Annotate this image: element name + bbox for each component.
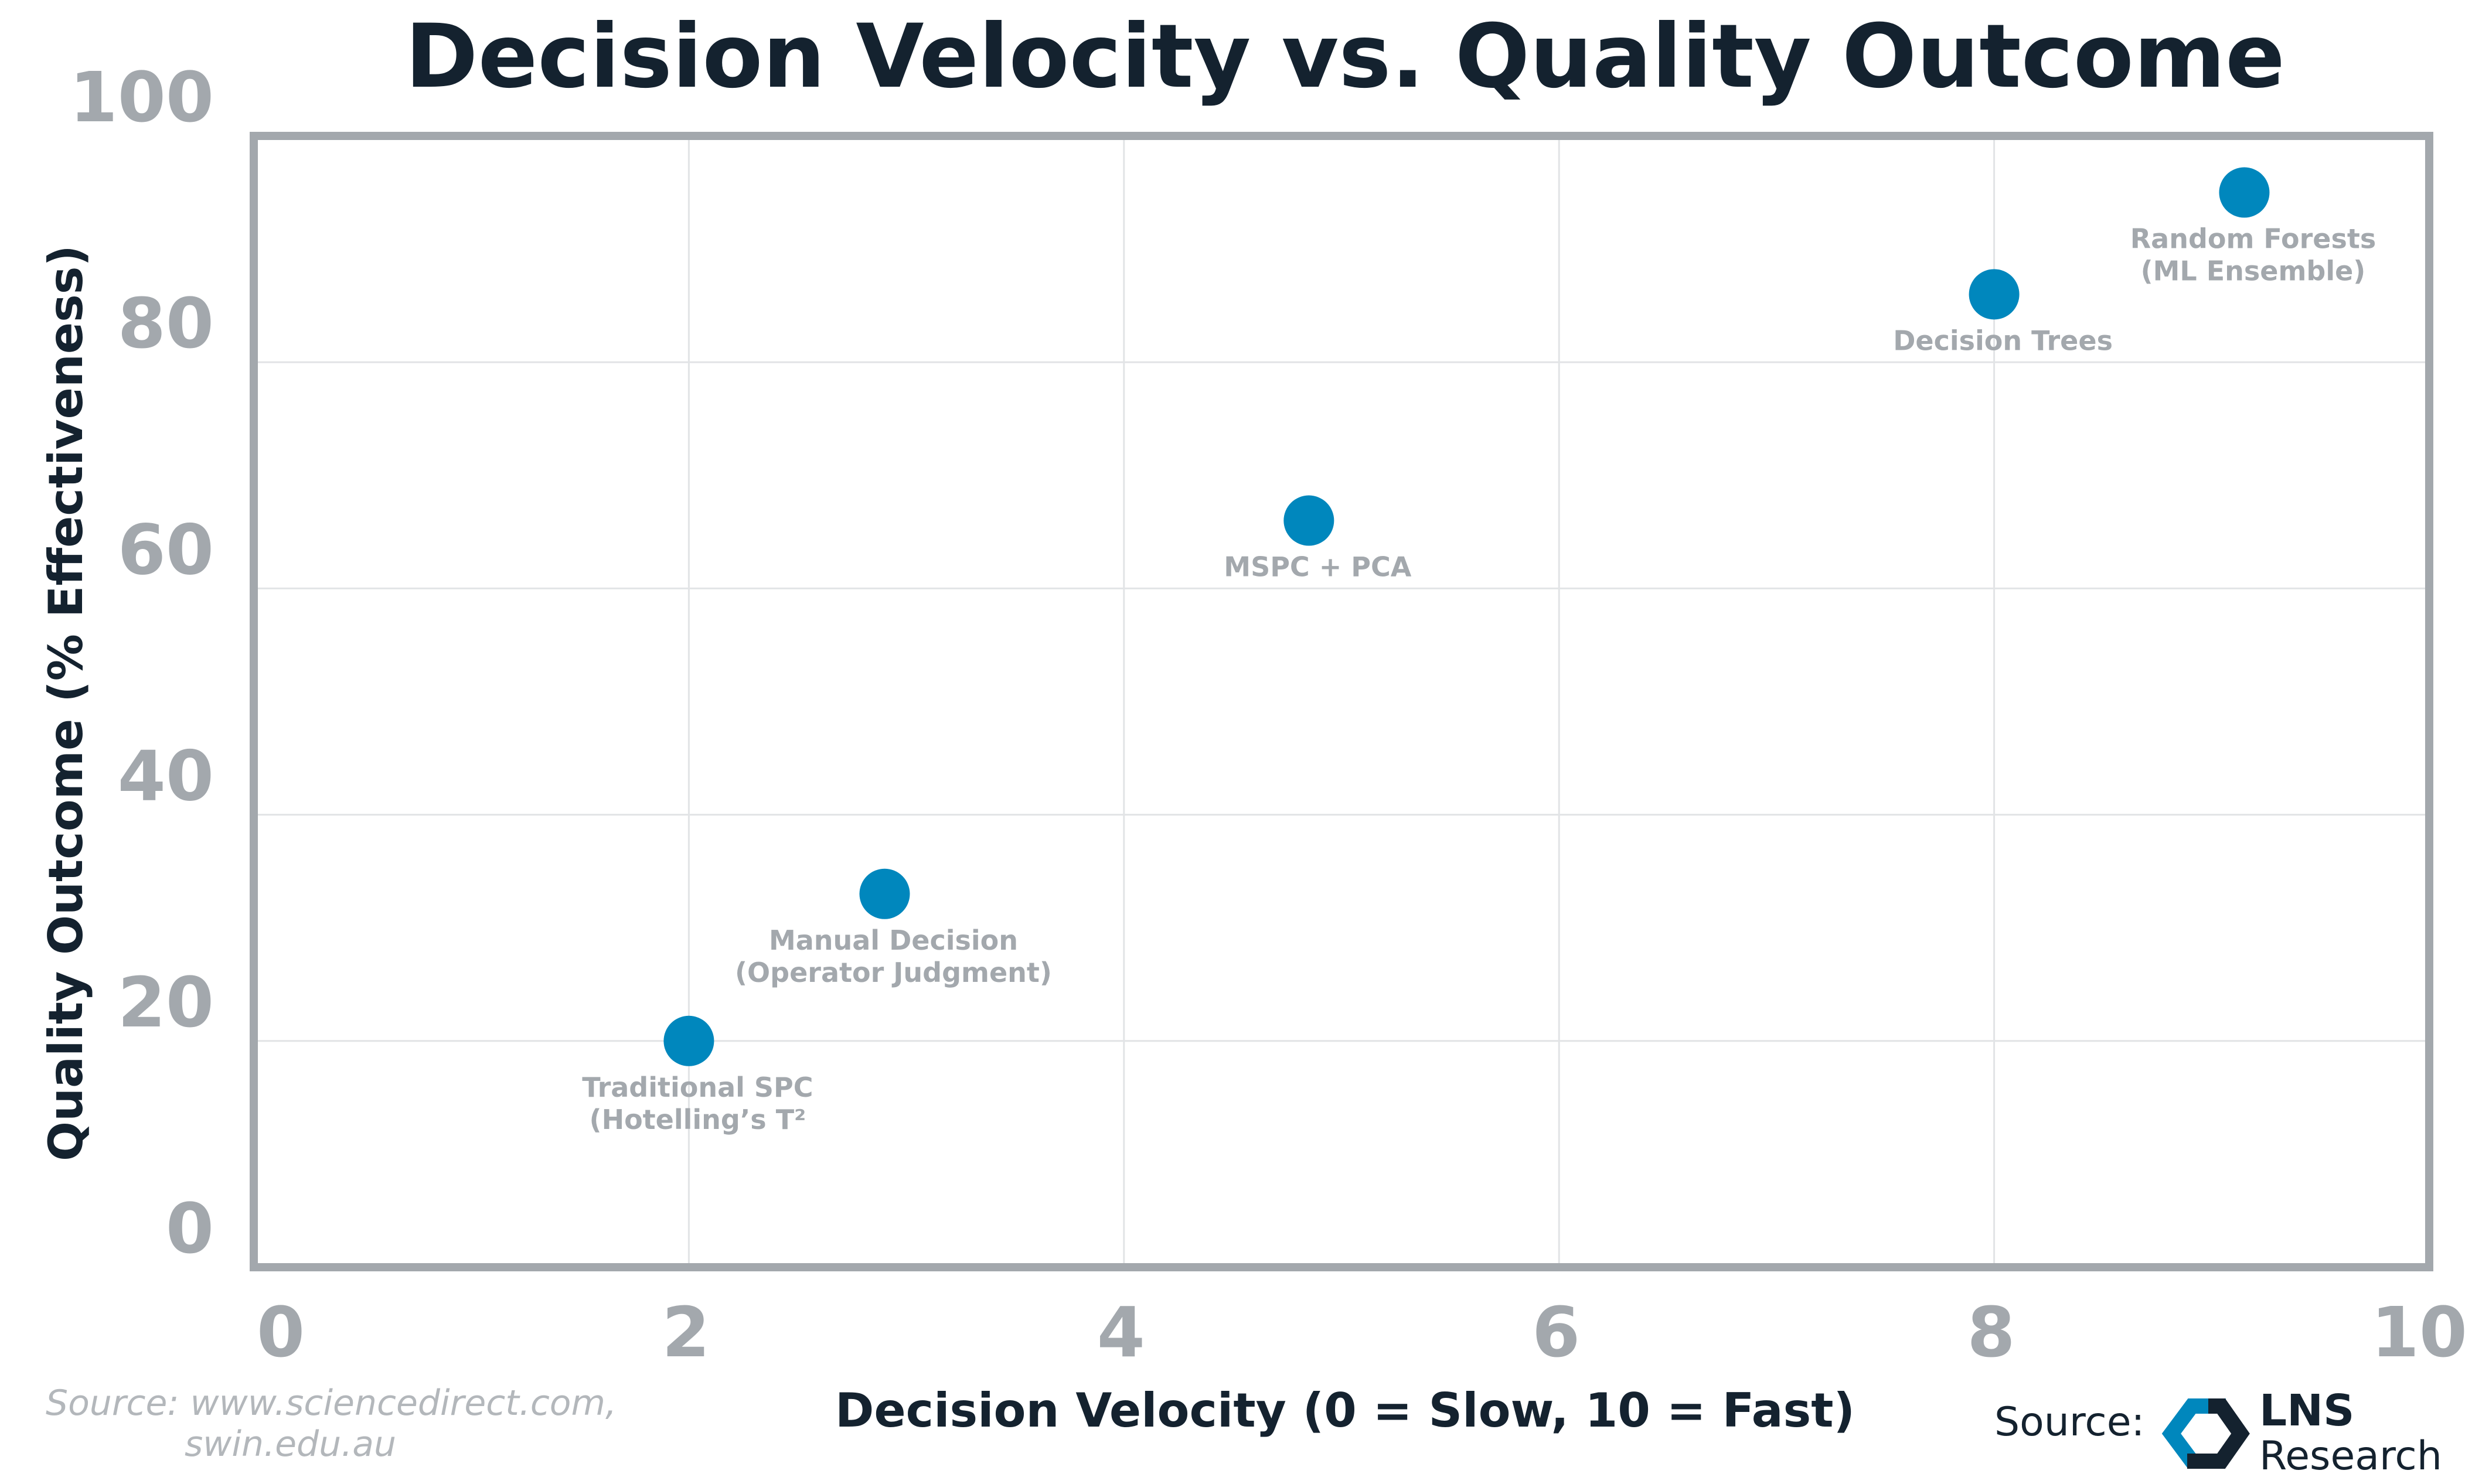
point-label: MSPC + PCA [1224, 551, 1411, 583]
y-tick-labels: 0 20 40 60 80 100 [70, 57, 214, 1269]
data-points: Traditional SPC(Hotelling’s T² Manual Dec… [582, 167, 2376, 1135]
point-label: Manual Decision [769, 924, 1018, 956]
x-axis-label: Decision Velocity (0 = Slow, 10 = Fast) [835, 1383, 1855, 1438]
point-label: Random Forests [2130, 223, 2376, 255]
point-label: Decision Trees [1893, 325, 2113, 356]
source-left-line-1: Source: www.sciencedirect.com, [46, 1383, 617, 1424]
x-tick-label: 4 [1097, 1292, 1145, 1373]
y-tick-label: 60 [118, 509, 214, 590]
source-right-label: Source: [1994, 1399, 2144, 1445]
chart-title: Decision Velocity vs. Quality Outcome [405, 6, 2285, 108]
x-tick-label: 10 [2371, 1292, 2467, 1373]
logo-name: LNS [2259, 1386, 2354, 1436]
x-tick-label: 2 [662, 1292, 710, 1373]
data-point [2219, 167, 2270, 218]
x-tick-label: 8 [1967, 1292, 2015, 1373]
point-label: (Operator Judgment) [735, 957, 1052, 988]
x-tick-labels: 0 2 4 6 8 10 [257, 1292, 2467, 1373]
lns-logo-icon [2161, 1398, 2250, 1469]
y-axis-label: Quality Outcome (% Effectiveness) [39, 245, 93, 1161]
logo-subtitle: Research [2259, 1433, 2442, 1479]
point-label: (ML Ensemble) [2141, 255, 2366, 287]
source-left-line-2: swin.edu.au [185, 1424, 396, 1465]
y-tick-label: 80 [118, 283, 214, 364]
data-point [663, 1015, 714, 1066]
y-tick-label: 20 [118, 962, 214, 1043]
data-point [1969, 269, 2020, 320]
x-tick-label: 0 [257, 1292, 305, 1373]
gridlines [254, 136, 2429, 1267]
y-tick-label: 100 [70, 57, 214, 138]
data-point [1283, 495, 1334, 546]
point-label: (Hotelling’s T² [590, 1104, 806, 1135]
point-label: Traditional SPC [582, 1072, 813, 1103]
y-tick-label: 0 [166, 1188, 214, 1269]
x-tick-label: 6 [1532, 1292, 1580, 1373]
plot-frame [250, 132, 2433, 1271]
data-point [859, 868, 910, 919]
y-tick-label: 40 [118, 736, 214, 817]
